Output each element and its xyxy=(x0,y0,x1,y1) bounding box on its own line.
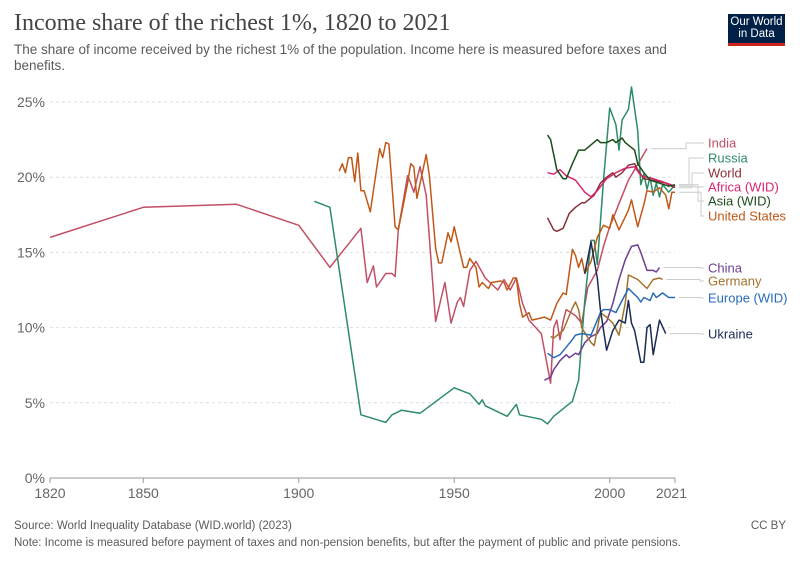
series-line-india xyxy=(49,148,648,384)
legend-label: Europe (WID) xyxy=(708,291,787,306)
legend-label: Asia (WID) xyxy=(708,194,771,209)
y-tick-label: 15% xyxy=(17,244,45,260)
grid xyxy=(50,101,675,404)
series-lines xyxy=(49,86,676,425)
series-line-germany xyxy=(550,274,663,347)
x-tick-label: 1950 xyxy=(439,485,470,501)
x-tick-label: 2000 xyxy=(594,485,625,501)
legend-label: United States xyxy=(708,209,787,224)
chart-subtitle: The share of income received by the rich… xyxy=(14,42,667,73)
legend-connector xyxy=(679,172,704,189)
y-tick-label: 5% xyxy=(25,395,45,411)
series-line-ukraine xyxy=(584,241,667,363)
y-tick-label: 0% xyxy=(25,470,45,486)
series-line-china xyxy=(544,244,661,381)
x-tick-label: 1820 xyxy=(34,485,65,501)
series-line-asia-wid- xyxy=(546,134,676,187)
y-tick-label: 20% xyxy=(17,169,45,185)
legend-label: China xyxy=(708,261,743,276)
x-tick-label: 1900 xyxy=(283,485,314,501)
owid-logo[interactable]: Our World in Data xyxy=(728,14,785,46)
series-line-united-states xyxy=(338,141,675,321)
legend-connector xyxy=(679,191,704,217)
legend-label: Ukraine xyxy=(708,327,753,342)
legend-label: Africa (WID) xyxy=(708,180,779,195)
footnote: Note: Income is measured before payment … xyxy=(14,537,681,549)
x-tick-label: 1850 xyxy=(128,485,159,501)
legend-label: World xyxy=(708,166,742,181)
legend-label: Germany xyxy=(708,274,762,289)
source-note: Source: World Inequality Database (WID.w… xyxy=(14,520,292,532)
legend-label: India xyxy=(708,136,737,151)
series-line-europe-wid- xyxy=(547,287,675,359)
x-tick-label: 2021 xyxy=(656,485,687,501)
legend-connector xyxy=(663,266,704,269)
series-line-russia xyxy=(314,86,676,425)
legend-label: Russia xyxy=(708,151,749,166)
license-link[interactable]: CC BY xyxy=(750,520,786,532)
y-tick-label: 25% xyxy=(17,94,45,110)
legend-connector xyxy=(666,278,704,282)
axes: 0% 5% 10% 15% 20% 25% 1820 1850 1900 1950 2000 2021 xyxy=(17,94,687,501)
chart-title: Income share of the richest 1%, 1820 to … xyxy=(14,10,451,36)
logo-text: Our World in Data xyxy=(730,16,783,40)
legend-connector xyxy=(679,185,704,188)
legend-connector xyxy=(651,142,704,150)
y-tick-label: 10% xyxy=(17,320,45,336)
